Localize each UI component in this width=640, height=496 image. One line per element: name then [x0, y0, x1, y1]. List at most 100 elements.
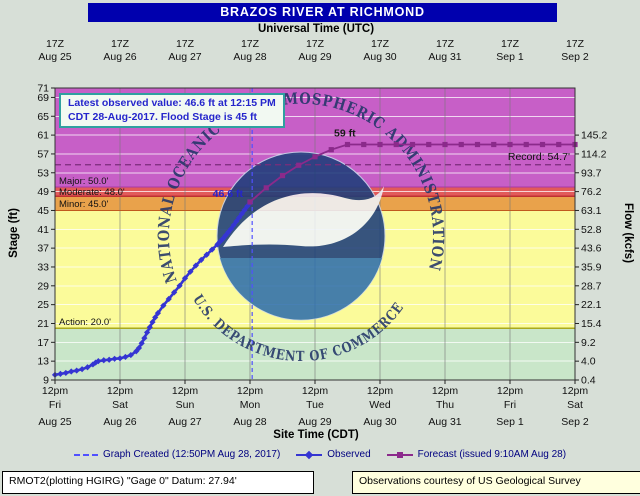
svg-text:Aug 31: Aug 31 [428, 51, 461, 63]
svg-text:Aug 30: Aug 30 [363, 51, 396, 63]
svg-text:Aug 25: Aug 25 [38, 51, 71, 63]
svg-text:Sat: Sat [567, 399, 583, 411]
y-axis-title: Stage (ft) [8, 208, 20, 258]
svg-text:12pm: 12pm [237, 385, 264, 397]
svg-text:Sep 1: Sep 1 [496, 51, 524, 63]
svg-text:114.2: 114.2 [581, 148, 607, 160]
svg-text:Wed: Wed [369, 399, 391, 411]
svg-text:37: 37 [37, 243, 49, 255]
svg-text:65: 65 [37, 111, 49, 123]
svg-text:0.4: 0.4 [581, 375, 596, 387]
svg-text:Major: 50.0': Major: 50.0' [59, 176, 109, 187]
svg-text:Aug 27: Aug 27 [168, 416, 201, 428]
x-axis-title: Site Time (CDT) [273, 429, 359, 441]
flood-labels: Major: 50.0'Moderate: 48.0'Minor: 45.0' A… [59, 176, 125, 328]
svg-text:Minor: 45.0': Minor: 45.0' [59, 199, 109, 210]
svg-text:Aug 25: Aug 25 [38, 416, 71, 428]
latest-observed-infobox: Latest observed value: 46.6 ft at 12:15 … [59, 93, 285, 129]
svg-text:12pm: 12pm [302, 385, 329, 397]
legend-observed-marker [305, 450, 314, 459]
legend-observed-sample [296, 450, 323, 459]
utc-axis-title: Universal Time (UTC) [257, 23, 375, 35]
chart-title-bar: BRAZOS RIVER AT RICHMOND [88, 3, 557, 22]
legend-item-observed: Observed [296, 449, 371, 460]
svg-text:Moderate: 48.0': Moderate: 48.0' [59, 187, 125, 198]
svg-text:17Z: 17Z [111, 38, 130, 50]
chart-legend: Graph Created (12:50PM Aug 28, 2017) Obs… [0, 449, 640, 460]
svg-text:Aug 27: Aug 27 [168, 51, 201, 63]
svg-text:17Z: 17Z [306, 38, 325, 50]
usgs-credit-box: Observations courtesy of US Geological S… [352, 471, 640, 494]
svg-text:41: 41 [37, 224, 49, 236]
svg-text:49: 49 [37, 186, 49, 198]
svg-text:46.6 ft: 46.6 ft [213, 188, 244, 200]
svg-text:35.9: 35.9 [581, 261, 602, 273]
svg-text:17Z: 17Z [241, 38, 260, 50]
svg-text:Record: 54.7': Record: 54.7' [508, 151, 570, 163]
svg-text:Sep 2: Sep 2 [561, 51, 589, 63]
svg-text:59 ft: 59 ft [334, 128, 356, 140]
svg-text:12pm: 12pm [107, 385, 134, 397]
svg-text:12pm: 12pm [172, 385, 199, 397]
svg-text:Sun: Sun [176, 399, 195, 411]
svg-text:4.0: 4.0 [581, 356, 596, 368]
svg-text:71: 71 [37, 83, 49, 95]
svg-text:12pm: 12pm [42, 385, 69, 397]
infobox-line1: Latest observed value: 46.6 ft at 12:15 … [68, 97, 276, 109]
noaa-emblem [216, 151, 386, 321]
svg-text:43.6: 43.6 [581, 243, 602, 255]
svg-text:Aug 26: Aug 26 [103, 51, 136, 63]
gage-datum-box: RMOT2(plotting HGIRG) "Gage 0" Datum: 27… [2, 471, 314, 494]
svg-text:93.7: 93.7 [581, 167, 602, 179]
svg-text:Fri: Fri [504, 399, 516, 411]
svg-text:63.1: 63.1 [581, 205, 602, 217]
svg-text:12pm: 12pm [497, 385, 524, 397]
svg-text:61: 61 [37, 130, 49, 142]
svg-text:Aug 29: Aug 29 [298, 416, 331, 428]
svg-text:17Z: 17Z [501, 38, 520, 50]
legend-created-label: Graph Created (12:50PM Aug 28, 2017) [102, 449, 281, 460]
legend-item-created: Graph Created (12:50PM Aug 28, 2017) [73, 449, 281, 460]
svg-text:Sep 2: Sep 2 [561, 416, 589, 428]
svg-text:33: 33 [37, 261, 49, 273]
svg-text:9.2: 9.2 [581, 337, 596, 349]
svg-text:28.7: 28.7 [581, 280, 602, 292]
svg-text:25: 25 [37, 299, 49, 311]
svg-text:69: 69 [37, 92, 49, 104]
svg-text:17Z: 17Z [436, 38, 455, 50]
svg-text:29: 29 [37, 280, 49, 292]
svg-text:22.1: 22.1 [581, 299, 602, 311]
svg-text:76.2: 76.2 [581, 186, 602, 198]
svg-text:145.2: 145.2 [581, 130, 607, 142]
record-line: Record: 54.7' [55, 151, 575, 166]
svg-text:Aug 26: Aug 26 [103, 416, 136, 428]
legend-observed-label: Observed [327, 449, 371, 460]
svg-text:Sep 1: Sep 1 [496, 416, 524, 428]
svg-text:21: 21 [37, 318, 49, 330]
svg-text:12pm: 12pm [367, 385, 394, 397]
infobox-line2: CDT 28-Aug-2017. Flood Stage is 45 ft [68, 110, 258, 123]
svg-text:Aug 30: Aug 30 [363, 416, 396, 428]
svg-text:45: 45 [37, 205, 49, 217]
svg-text:57: 57 [37, 148, 49, 160]
legend-forecast-sample [386, 451, 413, 459]
svg-text:Aug 29: Aug 29 [298, 51, 331, 63]
svg-text:13: 13 [37, 356, 49, 368]
annotations: 46.6 ft 59 ft [213, 128, 356, 200]
forecast-series [247, 141, 578, 205]
svg-text:Action: 20.0': Action: 20.0' [59, 317, 111, 328]
svg-text:53: 53 [37, 167, 49, 179]
svg-text:17Z: 17Z [371, 38, 390, 50]
svg-text:15.4: 15.4 [581, 318, 602, 330]
svg-text:52.8: 52.8 [581, 224, 602, 236]
svg-text:17Z: 17Z [566, 38, 585, 50]
svg-text:9: 9 [43, 375, 49, 387]
legend-forecast-marker [396, 451, 403, 458]
svg-text:Aug 31: Aug 31 [428, 416, 461, 428]
legend-forecast-label: Forecast (issued 9:10AM Aug 28) [417, 449, 567, 460]
svg-text:Mon: Mon [240, 399, 261, 411]
svg-text:Aug 28: Aug 28 [233, 51, 266, 63]
